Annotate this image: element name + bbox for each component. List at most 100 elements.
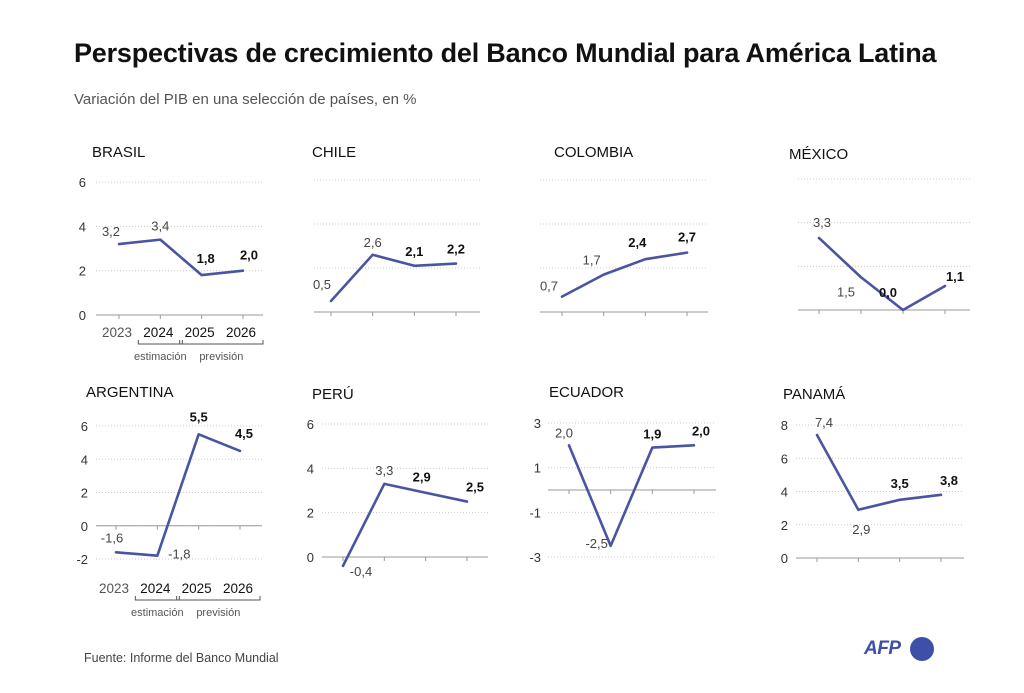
chart-panel-6: ECUADOR -3 -1 1 3 2,0 -2,5 1,9 2,0 bbox=[529, 384, 716, 565]
data-label: 1,5 bbox=[837, 284, 855, 299]
data-label: 2,0 bbox=[555, 425, 573, 440]
afp-logo: AFP bbox=[864, 636, 936, 664]
y-tick-label: 1 bbox=[534, 461, 541, 476]
data-label: 2,7 bbox=[678, 230, 696, 245]
chart-title: ECUADOR bbox=[549, 384, 624, 401]
series-line bbox=[560, 251, 689, 298]
afp-logo-text: AFP bbox=[864, 638, 901, 659]
data-label: 1,8 bbox=[197, 251, 215, 266]
y-tick-label: 2 bbox=[81, 486, 88, 501]
x-tick-label: 2025 bbox=[185, 325, 215, 340]
estimation-bracket bbox=[137, 340, 183, 345]
data-label: 0,7 bbox=[540, 279, 558, 294]
data-label: 1,9 bbox=[643, 427, 661, 442]
data-label: 2,5 bbox=[466, 480, 484, 495]
bracket-label-forecast: previsión bbox=[199, 351, 243, 363]
y-tick-label: 0 bbox=[781, 551, 788, 566]
data-label: -0,4 bbox=[350, 564, 372, 579]
series-line bbox=[341, 482, 469, 568]
chart-panel-7: PANAMÁ 0 2 4 6 8 7,4 2,9 3,5 3,8 bbox=[781, 386, 964, 566]
x-tick-label: 2026 bbox=[226, 325, 256, 340]
y-tick-label: 2 bbox=[79, 264, 86, 279]
y-tick-label: 0 bbox=[79, 308, 86, 323]
series-line bbox=[329, 253, 458, 303]
data-label: 1,1 bbox=[946, 269, 964, 284]
data-label: -2,5 bbox=[585, 536, 607, 551]
data-label: 3,5 bbox=[891, 476, 909, 491]
x-tick-label: 2024 bbox=[140, 581, 171, 596]
forecast-bracket bbox=[176, 596, 261, 601]
y-tick-label: 6 bbox=[79, 175, 86, 190]
y-tick-label: 0 bbox=[81, 519, 88, 534]
data-label: -1,8 bbox=[168, 547, 190, 562]
page-subtitle: Variación del PIB en una selección de pa… bbox=[74, 91, 417, 108]
data-label: 2,4 bbox=[628, 235, 647, 250]
series-line bbox=[815, 433, 943, 512]
data-label: 2,0 bbox=[692, 423, 710, 438]
chart-panel-5: PERÚ 0 2 4 6 -0,4 3,3 2,9 2,5 bbox=[307, 386, 488, 579]
chart-title: MÉXICO bbox=[789, 146, 848, 163]
data-label: 0,0 bbox=[879, 285, 897, 300]
data-label: 2,9 bbox=[852, 522, 870, 537]
data-label: 3,3 bbox=[813, 215, 831, 230]
y-tick-label: 6 bbox=[81, 419, 88, 434]
data-label: 5,5 bbox=[190, 409, 208, 424]
source-note: Fuente: Informe del Banco Mundial bbox=[84, 651, 279, 665]
y-tick-label: 4 bbox=[781, 485, 788, 500]
chart-title: CHILE bbox=[312, 144, 356, 161]
x-tick-label: 2023 bbox=[99, 581, 129, 596]
data-label: 2,9 bbox=[413, 470, 431, 485]
data-label: 2,0 bbox=[240, 248, 258, 263]
chart-title: ARGENTINA bbox=[86, 384, 174, 401]
y-tick-label: 2 bbox=[307, 506, 314, 521]
bracket-label-estimation: estimación bbox=[134, 351, 187, 363]
chart-panel-2: COLOMBIA 0,7 1,7 2,4 2,7 bbox=[540, 144, 708, 316]
data-label: 4,5 bbox=[235, 426, 253, 441]
chart-panel-0: BRASIL 0 2 4 6 3,2 3,4 1,8 2,0 2023 2024 2025 2026 es… bbox=[79, 144, 264, 363]
chart-panel-4: ARGENTINA -2 0 2 4 6 -1,6 -1,8 5,5 4,5 2023 2024 202… bbox=[76, 384, 262, 619]
chart-title: BRASIL bbox=[92, 144, 145, 161]
data-label: 2,6 bbox=[364, 235, 382, 250]
data-label: 7,4 bbox=[815, 415, 833, 430]
data-label: 1,7 bbox=[583, 253, 601, 268]
x-tick-label: 2025 bbox=[182, 581, 212, 596]
y-tick-label: 8 bbox=[781, 418, 788, 433]
data-label: 2,1 bbox=[405, 244, 423, 259]
series-line bbox=[817, 236, 947, 312]
chart-title: PERÚ bbox=[312, 386, 354, 403]
x-tick-label: 2023 bbox=[102, 325, 132, 340]
chart-panel-3: MÉXICO 3,3 1,5 0,0 1,1 bbox=[789, 146, 970, 314]
data-label: 0,5 bbox=[313, 277, 331, 292]
chart-panel-1: CHILE 0,5 2,6 2,1 2,2 bbox=[312, 144, 480, 316]
series-line bbox=[567, 444, 696, 548]
forecast-bracket bbox=[179, 340, 264, 345]
data-label: -1,6 bbox=[101, 530, 123, 545]
bracket-label-forecast: previsión bbox=[196, 607, 240, 619]
y-tick-label: 6 bbox=[781, 451, 788, 466]
data-label: 3,8 bbox=[940, 473, 958, 488]
page-title: Perspectivas de crecimiento del Banco Mu… bbox=[74, 38, 937, 68]
data-label: 3,3 bbox=[375, 463, 393, 478]
y-tick-label: 3 bbox=[534, 416, 541, 431]
y-tick-label: -3 bbox=[529, 550, 541, 565]
y-tick-label: 4 bbox=[79, 219, 86, 234]
afp-logo-dot-icon bbox=[910, 637, 934, 661]
y-tick-label: 4 bbox=[81, 452, 88, 467]
series-line bbox=[114, 433, 242, 557]
data-label: 3,4 bbox=[151, 219, 169, 234]
y-tick-label: -1 bbox=[529, 505, 541, 520]
chart-title: PANAMÁ bbox=[783, 386, 845, 403]
x-tick-label: 2024 bbox=[143, 325, 174, 340]
y-tick-label: 4 bbox=[307, 461, 314, 476]
chart-title: COLOMBIA bbox=[554, 144, 633, 161]
estimation-bracket bbox=[134, 596, 180, 601]
y-tick-label: -2 bbox=[76, 552, 88, 567]
data-label: 2,2 bbox=[447, 242, 465, 257]
y-tick-label: 6 bbox=[307, 417, 314, 432]
bracket-label-estimation: estimación bbox=[131, 607, 184, 619]
y-tick-label: 0 bbox=[307, 550, 314, 565]
x-tick-label: 2026 bbox=[223, 581, 253, 596]
data-label: 3,2 bbox=[102, 224, 120, 239]
y-tick-label: 2 bbox=[781, 518, 788, 533]
